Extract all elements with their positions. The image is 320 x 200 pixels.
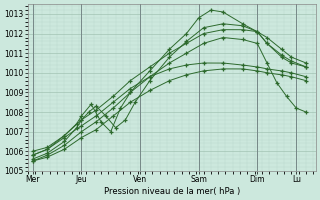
X-axis label: Pression niveau de la mer( hPa ): Pression niveau de la mer( hPa ) xyxy=(104,187,240,196)
